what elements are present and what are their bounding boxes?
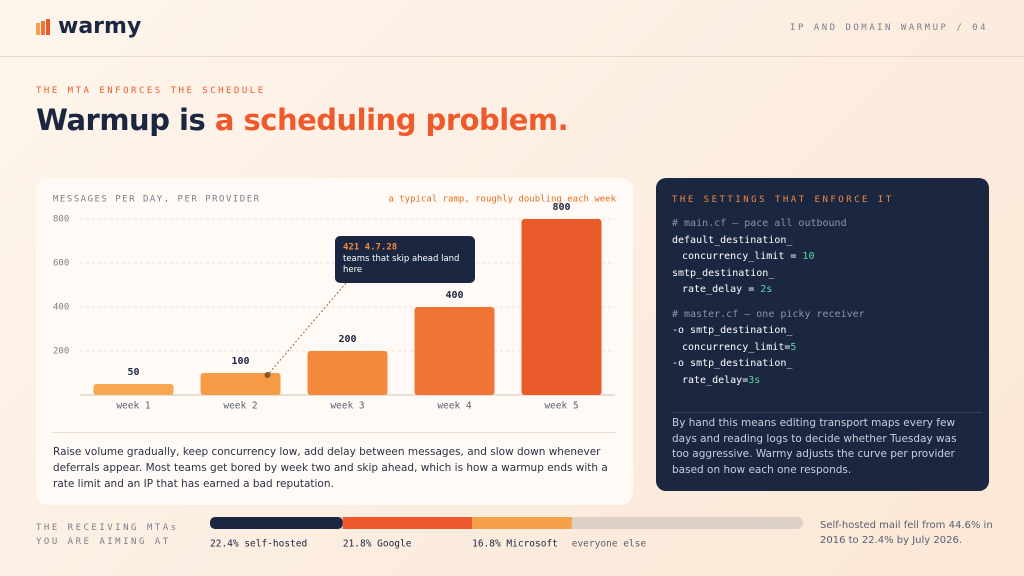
chart-subtitle: a typical ramp, roughly doubling each we… xyxy=(388,195,616,205)
code-text: rate_delay = xyxy=(682,284,761,295)
annotation-dot xyxy=(264,372,271,378)
headline: Warmup is a scheduling problem. xyxy=(36,103,569,137)
code-line: concurrency_limit = 10 xyxy=(672,249,865,266)
value-label: 200 xyxy=(338,334,356,345)
section-label: IP AND DOMAIN WARMUP / 04 xyxy=(790,23,988,33)
share-title: THE RECEIVING MTAs YOU ARE AIMING AT xyxy=(36,523,179,547)
y-tick-label: 200 xyxy=(53,347,69,357)
x-tick-label: week 4 xyxy=(437,401,472,412)
code-text: -o smtp_destination_ xyxy=(672,325,793,336)
annotation-box xyxy=(335,236,475,283)
x-tick-label: week 1 xyxy=(116,401,151,412)
share-label: 16.8% Microsoft xyxy=(472,539,558,550)
code-text: concurrency_limit = xyxy=(682,251,803,262)
code-line: rate_delay=3s xyxy=(672,373,865,390)
annotation-leader xyxy=(267,282,347,376)
x-tick-label: week 2 xyxy=(223,401,257,412)
code-value: 5 xyxy=(790,341,797,353)
value-label: 100 xyxy=(231,356,249,367)
card-divider xyxy=(53,432,616,433)
code-line: -o smtp_destination_ xyxy=(672,323,865,340)
code-line: # master.cf — one picky receiver xyxy=(672,307,865,324)
code-comment: # master.cf — one picky receiver xyxy=(672,308,865,320)
code-text: smtp_destination_ xyxy=(672,267,775,279)
chart-title: MESSAGES PER DAY, PER PROVIDER xyxy=(53,195,261,205)
code-text: concurrency_limit= xyxy=(682,341,791,353)
logo-text: warmy xyxy=(58,14,142,39)
share-label: 22.4% self-hosted xyxy=(210,539,307,550)
share-segment xyxy=(472,517,572,529)
code-line: concurrency_limit=5 xyxy=(672,340,865,357)
headline-plain: Warmup is xyxy=(36,103,215,137)
code-line: smtp_destination_ xyxy=(672,266,865,283)
code-line: # main.cf — pace all outbound xyxy=(672,216,865,233)
y-tick-label: 800 xyxy=(53,215,69,225)
x-tick-label: week 5 xyxy=(544,401,578,412)
y-tick-label: 400 xyxy=(53,303,69,313)
annotation-title: 421 4.7.28 xyxy=(343,243,397,253)
annotation-wrap: teams that skip ahead land here xyxy=(343,254,460,275)
bar xyxy=(521,219,602,395)
share-rest-label: everyone else xyxy=(572,539,647,550)
code-line: rate_delay = 2s xyxy=(672,282,865,299)
share-chart: 22.4% self-hosted 21.8% Google 16.8% Micro… xyxy=(210,517,803,550)
chart: MESSAGES PER DAY, PER PROVIDER a typical … xyxy=(53,195,617,412)
value-label: 50 xyxy=(127,367,139,378)
code-comment: # main.cf — pace all outbound xyxy=(672,218,847,229)
bar xyxy=(414,307,495,395)
code-value: 2s xyxy=(760,284,773,295)
bar xyxy=(93,384,174,395)
panel-footer: By hand this means editing transport map… xyxy=(672,417,957,476)
chart-card: MESSAGES PER DAY, PER PROVIDER a typical … xyxy=(36,178,633,505)
code-line: default_destination_ xyxy=(672,233,865,250)
bar xyxy=(200,373,281,395)
share-segment xyxy=(342,517,473,529)
code-text: rate_delay= xyxy=(682,374,749,386)
value-label: 400 xyxy=(445,290,463,301)
divider xyxy=(0,56,1024,57)
headline-accent: a scheduling problem. xyxy=(214,103,569,137)
share-segment xyxy=(210,517,343,529)
share-note: Self-hosted mail fell from 44.6% in 2016… xyxy=(820,520,993,546)
code-value: 10 xyxy=(802,251,815,262)
x-tick-label: week 3 xyxy=(330,401,364,412)
kicker: THE MTA ENFORCES THE SCHEDULE xyxy=(36,86,266,96)
settings-panel: THE SETTINGS THAT ENFORCE IT # main.cf —… xyxy=(656,178,989,491)
panel-title: THE SETTINGS THAT ENFORCE IT xyxy=(672,195,894,205)
code-text: default_destination_ xyxy=(672,234,793,246)
y-tick-label: 600 xyxy=(53,259,69,269)
code-text: -o smtp_destination_ xyxy=(672,358,793,369)
code-value: 3s xyxy=(748,374,761,386)
value-label: 800 xyxy=(552,202,570,213)
chart-caption: Raise volume gradually, keep concurrency… xyxy=(53,446,608,490)
bar xyxy=(307,351,388,395)
logo: warmy xyxy=(36,14,141,39)
logo-icon xyxy=(36,18,50,35)
annotation-text: teams that skip ahead land here xyxy=(343,254,460,275)
panel-divider xyxy=(672,412,982,413)
code-line: -o smtp_destination_ xyxy=(672,356,865,373)
code-block: # main.cf — pace all outbound default_des… xyxy=(672,216,865,389)
share-label: 21.8% Google xyxy=(343,539,412,550)
